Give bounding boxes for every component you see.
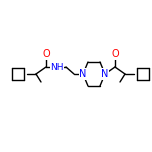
Text: O: O: [111, 49, 119, 59]
Text: N: N: [101, 69, 109, 79]
Text: N: N: [79, 69, 87, 79]
Text: O: O: [42, 49, 50, 59]
Text: NH: NH: [50, 62, 64, 71]
